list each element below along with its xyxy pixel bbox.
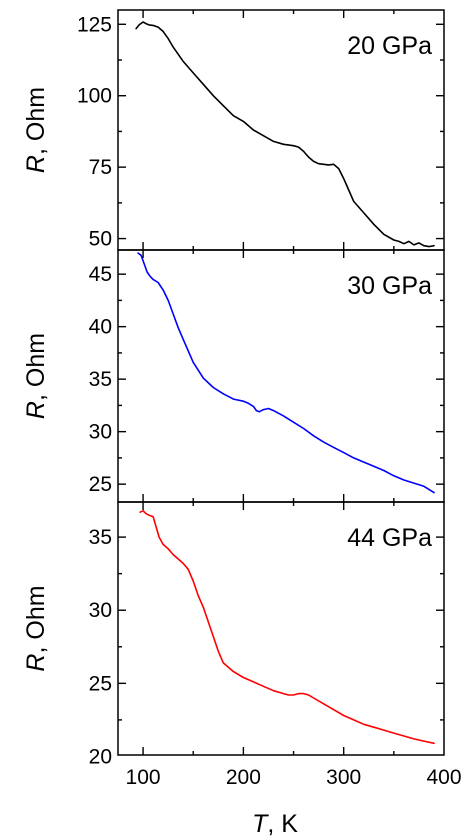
y-tick-label: 35 — [89, 368, 112, 391]
series-line-2 — [137, 252, 435, 494]
y-tick-label: 30 — [89, 421, 112, 444]
y-axis-label-symbol: R — [22, 654, 50, 672]
y-axis-label-unit: , Ohm — [22, 585, 50, 653]
panel-pressure-label: 30 GPa — [347, 272, 432, 300]
y-tick-label: 50 — [89, 228, 112, 251]
y-axis-label: R, Ohm — [22, 333, 50, 419]
x-axis-label-unit: , K — [267, 810, 298, 838]
y-axis-label-symbol: R — [22, 401, 50, 419]
x-tick-label: 300 — [326, 766, 361, 789]
y-tick-label: 45 — [89, 263, 112, 286]
y-tick-label: 75 — [89, 156, 112, 179]
x-tick-label: 400 — [426, 766, 461, 789]
y-tick-label: 30 — [89, 599, 112, 622]
y-tick-label: 25 — [89, 672, 112, 695]
panel-3: 20 25 30 35 44 GPa R, Ohm — [22, 501, 445, 768]
series-line-1 — [135, 21, 435, 248]
y-axis-label-unit: , Ohm — [22, 87, 50, 155]
x-axis-label: T, K — [252, 810, 298, 838]
x-tick-label: 100 — [126, 766, 161, 789]
panel-1: 50 75 100 125 20 GPa R, Ohm — [22, 9, 445, 251]
series-line-3 — [139, 510, 435, 745]
y-axis-label-unit: , Ohm — [22, 333, 50, 401]
panel-2: 25 30 35 40 45 30 GPa R, Ohm — [22, 249, 445, 503]
y-axis-label: R, Ohm — [22, 585, 50, 671]
panel-pressure-label: 20 GPa — [347, 32, 432, 60]
panel-frame — [117, 501, 445, 756]
y-tick-label: 20 — [89, 745, 112, 768]
y-tick-label: 25 — [89, 473, 112, 496]
panel-pressure-label: 44 GPa — [347, 524, 432, 552]
x-axis-label-symbol: T — [252, 810, 269, 838]
x-tick-label: 200 — [226, 766, 261, 789]
y-axis-label: R, Ohm — [22, 87, 50, 173]
shared-x-axis: 100 200 300 400 — [126, 766, 462, 789]
y-tick-label: 100 — [77, 85, 112, 108]
y-tick-label: 35 — [89, 526, 112, 549]
y-tick-label: 40 — [89, 316, 112, 339]
y-axis-label-symbol: R — [22, 155, 50, 173]
y-tick-label: 125 — [77, 13, 112, 36]
